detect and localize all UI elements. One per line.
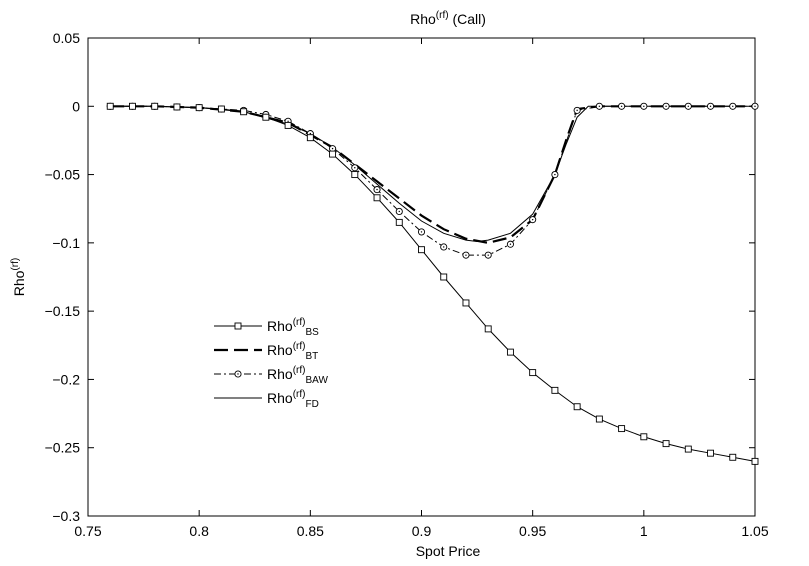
data-point-bs xyxy=(573,403,581,411)
legend-item-bs: Rho(rf)BS xyxy=(214,317,319,338)
series-layer xyxy=(106,102,759,465)
legend-item-bt: Rho(rf)BT xyxy=(214,341,318,362)
x-tick-label: 0.75 xyxy=(74,523,101,539)
data-point-baw-dot xyxy=(554,173,556,176)
series-line-bt xyxy=(110,105,755,244)
data-point-baw-dot xyxy=(331,147,334,150)
data-point-bs xyxy=(306,134,314,142)
y-tick-label: −0.2 xyxy=(52,371,80,387)
data-point-baw-dot xyxy=(420,231,423,233)
series-bs xyxy=(106,102,759,465)
y-axis-label: Rho(rf) xyxy=(10,258,27,296)
legend: Rho(rf)BS Rho(rf)BT Rho(rf)BAW Rho(rf)FD xyxy=(214,317,328,410)
data-point-bs xyxy=(217,105,225,113)
y-tick-label: −0.3 xyxy=(52,508,80,524)
legend-marker-baw-dot xyxy=(237,373,239,375)
data-point-bs xyxy=(195,104,203,112)
series-line-bs xyxy=(110,105,756,462)
data-point-bs xyxy=(751,457,759,465)
data-point-bs xyxy=(618,425,626,433)
data-point-baw-dot xyxy=(443,246,445,248)
legend-label-baw: Rho(rf)BAW xyxy=(267,365,328,386)
data-point-bs xyxy=(662,440,670,448)
data-point-baw-dot xyxy=(465,254,467,256)
data-point-baw-dot xyxy=(287,120,289,123)
data-point-baw-dot xyxy=(531,218,534,221)
data-point-bs xyxy=(551,386,559,394)
data-point-bs xyxy=(440,273,448,281)
data-point-bs xyxy=(418,246,425,254)
y-axis: −0.3 −0.25 −0.2 −0.15 −0.1 −0.05 0 0.05 xyxy=(45,30,755,524)
x-tick-label: 0.95 xyxy=(519,523,546,539)
x-axis-label: Spot Price xyxy=(416,543,481,559)
x-tick-label: 0.8 xyxy=(189,523,209,539)
chart-title: Rho(rf) (Call) xyxy=(410,10,486,27)
data-point-bs xyxy=(395,218,403,226)
x-axis: 0.75 0.8 0.85 0.9 0.95 1 1.05 xyxy=(74,38,769,539)
x-tick-label: 0.85 xyxy=(297,523,324,539)
plot-area xyxy=(87,37,756,517)
data-point-bs xyxy=(462,299,470,307)
data-point-bs xyxy=(529,369,537,377)
x-tick-label: 1.05 xyxy=(741,523,768,539)
y-tick-label: −0.1 xyxy=(52,235,80,251)
series-line-baw xyxy=(110,105,755,256)
data-point-baw-dot xyxy=(687,105,689,107)
data-point-bs xyxy=(351,171,359,179)
data-point-baw-dot xyxy=(376,188,378,191)
legend-label-bs: Rho(rf)BS xyxy=(267,317,319,338)
x-tick-label: 1 xyxy=(640,523,648,539)
data-point-baw-dot xyxy=(487,254,489,256)
data-point-bs xyxy=(506,348,514,356)
data-point-bs xyxy=(684,445,692,453)
data-point-bs xyxy=(484,325,492,333)
legend-label-fd: Rho(rf)FD xyxy=(267,389,319,410)
series-fd xyxy=(110,105,755,242)
data-point-baw-dot xyxy=(709,105,712,107)
x-tick-label: 0.9 xyxy=(412,523,432,539)
data-point-baw-dot xyxy=(732,105,734,107)
data-point-baw-dot xyxy=(576,109,578,112)
series-baw xyxy=(106,102,759,259)
data-point-baw-dot xyxy=(620,105,623,107)
series-bt xyxy=(110,105,755,244)
data-point-baw-dot xyxy=(754,105,756,107)
data-point-bs xyxy=(640,433,648,441)
data-point-bs xyxy=(151,102,159,110)
data-point-baw-dot xyxy=(643,105,645,107)
data-point-bs xyxy=(707,449,714,457)
legend-item-baw: Rho(rf)BAW xyxy=(214,365,328,386)
data-point-bs xyxy=(284,121,292,129)
y-tick-label: −0.05 xyxy=(45,167,81,183)
legend-label-bt: Rho(rf)BT xyxy=(267,341,318,362)
data-point-bs xyxy=(240,108,248,116)
data-point-bs xyxy=(329,150,337,158)
y-tick-label: 0.05 xyxy=(53,30,80,46)
y-tick-label: −0.15 xyxy=(45,303,81,319)
data-point-bs xyxy=(373,194,381,202)
legend-marker-bs xyxy=(234,322,242,330)
y-tick-label: 0 xyxy=(72,98,80,114)
y-tick-label: −0.25 xyxy=(45,440,81,456)
data-point-baw-dot xyxy=(665,105,667,107)
data-point-bs xyxy=(262,113,270,121)
data-point-baw-dot xyxy=(598,105,601,107)
data-point-baw-dot xyxy=(354,167,356,169)
data-point-bs xyxy=(173,103,181,111)
data-point-baw-dot xyxy=(398,210,400,213)
series-line-fd xyxy=(110,105,755,242)
data-point-bs xyxy=(129,102,136,110)
data-point-bs xyxy=(729,453,737,461)
legend-item-fd: Rho(rf)FD xyxy=(214,389,319,410)
data-point-baw-dot xyxy=(509,243,512,245)
data-point-baw-dot xyxy=(309,132,312,135)
data-point-bs xyxy=(595,415,603,423)
data-point-bs xyxy=(106,102,114,110)
